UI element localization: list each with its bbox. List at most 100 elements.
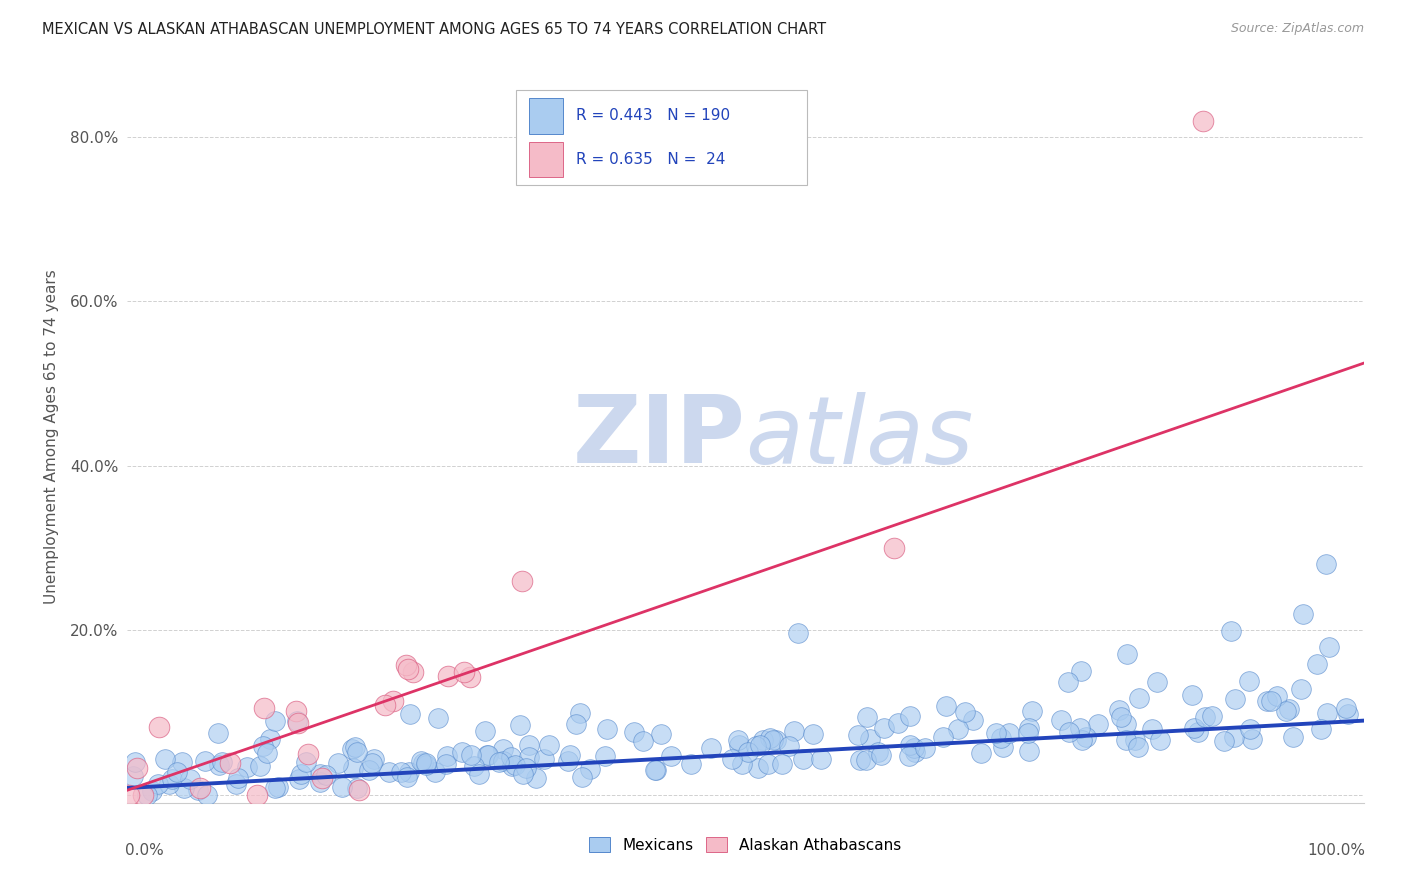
Point [284, 704, 307, 718]
Point [1274, 705, 1296, 719]
Point [1140, 722, 1163, 736]
Point [737, 745, 759, 759]
Point [700, 741, 723, 756]
Point [396, 662, 419, 676]
Point [195, 788, 218, 802]
Point [783, 724, 806, 739]
Point [437, 669, 460, 683]
Point [308, 767, 330, 781]
Point [650, 727, 672, 741]
Point [517, 738, 540, 752]
Point [868, 745, 890, 759]
Point [727, 733, 749, 747]
Point [1146, 675, 1168, 690]
Point [914, 741, 936, 756]
Point [157, 777, 180, 791]
Point [1017, 725, 1039, 739]
Point [1087, 717, 1109, 731]
Point [1239, 723, 1261, 737]
Point [256, 746, 278, 760]
Point [1260, 693, 1282, 707]
Point [517, 750, 540, 764]
Point [810, 751, 832, 765]
Point [211, 755, 233, 769]
Point [579, 762, 602, 776]
Point [571, 770, 593, 784]
Point [308, 775, 330, 789]
Point [160, 772, 183, 786]
Point [132, 788, 155, 802]
Point [463, 759, 485, 773]
Point [1256, 694, 1278, 708]
Point [148, 720, 170, 734]
Point [1057, 725, 1080, 739]
Point [1149, 732, 1171, 747]
Point [758, 756, 780, 771]
Point [349, 783, 371, 797]
Point [1187, 725, 1209, 739]
Point [118, 788, 141, 802]
Point [468, 767, 491, 781]
FancyBboxPatch shape [529, 98, 564, 134]
Point [492, 754, 515, 768]
Point [225, 777, 247, 791]
Point [288, 772, 311, 786]
Point [903, 741, 925, 756]
Point [859, 731, 882, 746]
Point [565, 716, 588, 731]
Point [475, 747, 498, 762]
Text: 0.0%: 0.0% [125, 843, 165, 858]
Point [1265, 690, 1288, 704]
Point [900, 709, 922, 723]
Point [1115, 732, 1137, 747]
Point [1070, 664, 1092, 678]
Point [297, 747, 319, 761]
Point [1184, 722, 1206, 736]
Point [1050, 713, 1073, 727]
Point [623, 724, 645, 739]
Point [1115, 648, 1137, 662]
Point [146, 777, 169, 791]
Point [1074, 731, 1097, 745]
Point [765, 733, 787, 747]
Point [311, 771, 333, 785]
Point [218, 756, 240, 771]
Point [263, 714, 285, 728]
Point [787, 626, 810, 640]
Text: R = 0.443   N = 190: R = 0.443 N = 190 [575, 109, 730, 123]
Point [533, 752, 555, 766]
Point [127, 761, 149, 775]
Point [395, 658, 418, 673]
Point [1125, 732, 1147, 747]
Point [1126, 740, 1149, 755]
Point [409, 754, 432, 768]
Point [762, 733, 785, 747]
Point [285, 714, 308, 729]
Point [1225, 692, 1247, 706]
Point [1219, 624, 1241, 638]
Point [986, 725, 1008, 739]
Point [524, 772, 547, 786]
Text: Source: ZipAtlas.com: Source: ZipAtlas.com [1230, 22, 1364, 36]
Legend: Mexicans, Alaskan Athabascans: Mexicans, Alaskan Athabascans [583, 832, 907, 857]
Point [998, 726, 1021, 740]
Point [721, 752, 744, 766]
Point [315, 768, 337, 782]
Point [1192, 113, 1215, 128]
Point [340, 742, 363, 756]
Point [389, 764, 412, 779]
Point [537, 738, 560, 752]
Point [749, 738, 772, 752]
Point [236, 759, 259, 773]
Point [415, 757, 437, 772]
Point [477, 747, 499, 762]
Point [935, 698, 957, 713]
Point [1128, 690, 1150, 705]
Point [1289, 681, 1312, 696]
Point [401, 665, 423, 679]
Point [1315, 558, 1337, 572]
Point [898, 738, 921, 752]
Point [501, 759, 523, 773]
Point [488, 756, 510, 770]
Point [458, 670, 481, 684]
